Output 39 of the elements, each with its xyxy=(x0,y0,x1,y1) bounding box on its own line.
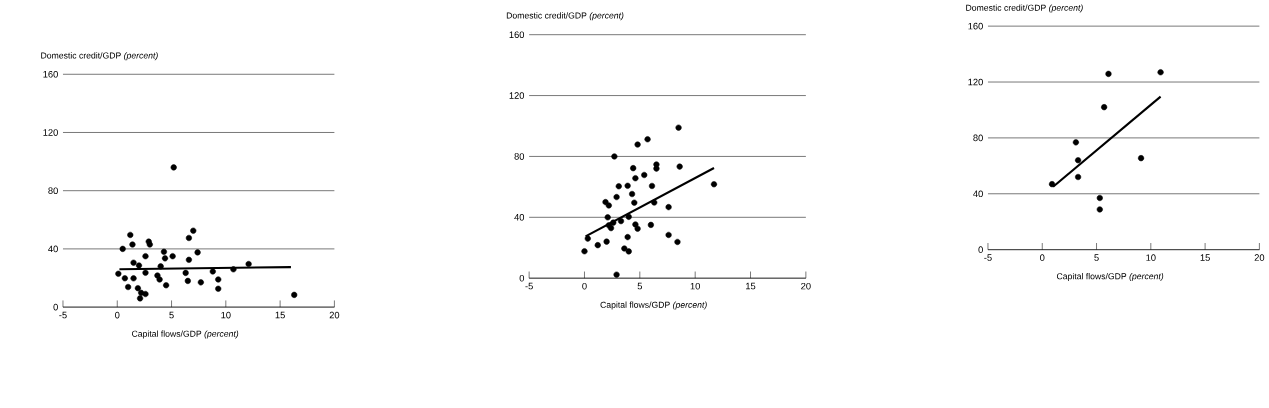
x-axis-title: Capital flows/GDP (percent) xyxy=(600,301,707,310)
y-tick-label: 40 xyxy=(973,190,983,198)
y-tick-label: 40 xyxy=(48,245,58,253)
x-tick-label: 20 xyxy=(329,312,340,319)
y-axis-title: Domestic credit/GDP (percent) xyxy=(506,12,624,21)
x-tick-label: 20 xyxy=(801,283,811,290)
y-tick-label: 120 xyxy=(968,78,983,86)
x-axis-title: Capital flows/GDP (percent) xyxy=(131,330,239,339)
y-axis-title: Domestic credit/GDP (percent) xyxy=(966,4,1083,13)
y-tick-label: 80 xyxy=(48,187,58,195)
y-tick-label: 0 xyxy=(978,246,983,254)
x-tick-label: -5 xyxy=(525,283,533,290)
x-tick-label: 15 xyxy=(746,283,756,290)
x-tick-label: 0 xyxy=(1040,254,1045,262)
x-tick-label: -5 xyxy=(59,312,67,319)
x-tick-label: 5 xyxy=(637,283,643,290)
y-tick-label: 0 xyxy=(519,275,525,282)
x-tick-label: 10 xyxy=(221,312,231,319)
y-tick-label: 120 xyxy=(43,129,58,136)
x-tick-label: 15 xyxy=(275,312,285,319)
y-axis-title: Domestic credit/GDP (percent) xyxy=(41,52,158,61)
x-tick-label: -5 xyxy=(984,254,992,262)
x-tick-label: 15 xyxy=(1200,254,1210,262)
x-tick-label: 0 xyxy=(582,283,587,290)
y-tick-label: 160 xyxy=(43,71,58,78)
x-axis-title: Capital flows/GDP (percent) xyxy=(1056,273,1164,282)
y-tick-label: 80 xyxy=(514,153,525,160)
y-tick-label: 120 xyxy=(509,92,525,100)
y-tick-label: 0 xyxy=(53,304,58,311)
x-tick-label: 10 xyxy=(690,283,700,290)
y-tick-label: 160 xyxy=(968,23,983,30)
y-tick-label: 40 xyxy=(514,214,525,221)
x-tick-label: 5 xyxy=(1094,254,1099,262)
y-tick-label: 80 xyxy=(973,134,983,142)
x-tick-label: 5 xyxy=(169,312,174,319)
x-tick-label: 20 xyxy=(1254,254,1265,262)
x-tick-label: 0 xyxy=(115,312,120,319)
y-tick-label: 160 xyxy=(509,31,525,39)
x-tick-label: 10 xyxy=(1146,254,1156,262)
